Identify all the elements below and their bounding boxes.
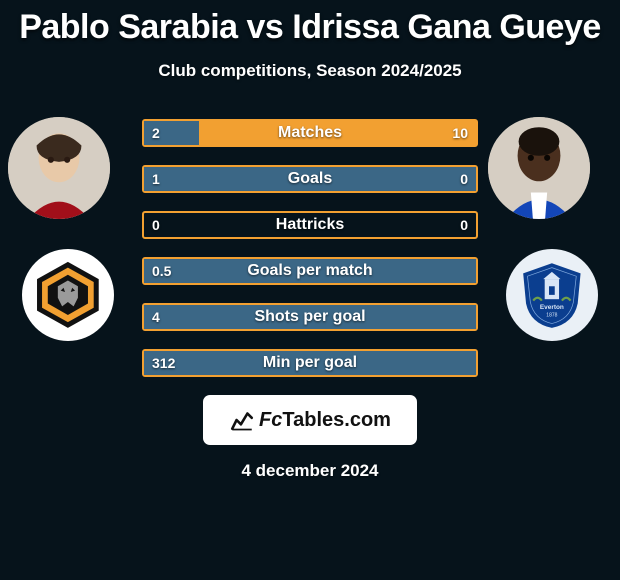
stat-label: Goals per match: [247, 262, 372, 280]
avatar-placeholder-icon: [488, 117, 590, 219]
stat-label: Matches: [278, 124, 342, 142]
brand-prefix: Fc: [259, 409, 282, 431]
date-label: 4 december 2024: [0, 461, 620, 481]
stat-value-left: 312: [152, 355, 175, 371]
stat-value-left: 2: [152, 125, 160, 141]
stat-value-left: 4: [152, 309, 160, 325]
club-left-badge: [22, 249, 114, 341]
wolves-crest-icon: [32, 259, 104, 331]
stat-row: 312 Min per goal: [142, 349, 478, 377]
stat-row: 1 Goals 0: [142, 165, 478, 193]
brand-badge: FcTables.com: [203, 395, 417, 445]
stat-value-right: 0: [460, 171, 468, 187]
stat-value-left: 1: [152, 171, 160, 187]
subtitle: Club competitions, Season 2024/2025: [0, 61, 620, 81]
stat-bars: 2 Matches 10 1 Goals 0 0 Hattricks 0 0.5 Goals per…: [142, 117, 478, 377]
stat-row: 0 Hattricks 0: [142, 211, 478, 239]
stat-row: 4 Shots per goal: [142, 303, 478, 331]
stat-label: Goals: [288, 170, 332, 188]
stat-value-right: 10: [452, 125, 468, 141]
page-title: Pablo Sarabia vs Idrissa Gana Gueye: [0, 0, 620, 47]
comparison-panel: Everton 1878 2 Matches 10 1 Goals 0 0 Hattricks…: [0, 117, 620, 377]
stat-row: 0.5 Goals per match: [142, 257, 478, 285]
stat-row: 2 Matches 10: [142, 119, 478, 147]
avatar-placeholder-icon: [8, 117, 110, 219]
player-left-avatar: [8, 117, 110, 219]
stats-icon: [229, 407, 255, 433]
svg-text:Everton: Everton: [540, 304, 564, 311]
stat-value-left: 0.5: [152, 263, 171, 279]
stat-value-left: 0: [152, 217, 160, 233]
everton-crest-icon: Everton 1878: [516, 259, 588, 331]
stat-value-right: 0: [460, 217, 468, 233]
stat-label: Hattricks: [276, 216, 344, 234]
stat-label: Min per goal: [263, 354, 357, 372]
brand-suffix: Tables.com: [282, 409, 391, 431]
player-right-avatar: [488, 117, 590, 219]
svg-text:1878: 1878: [546, 313, 557, 319]
stat-label: Shots per goal: [254, 308, 365, 326]
club-right-badge: Everton 1878: [506, 249, 598, 341]
